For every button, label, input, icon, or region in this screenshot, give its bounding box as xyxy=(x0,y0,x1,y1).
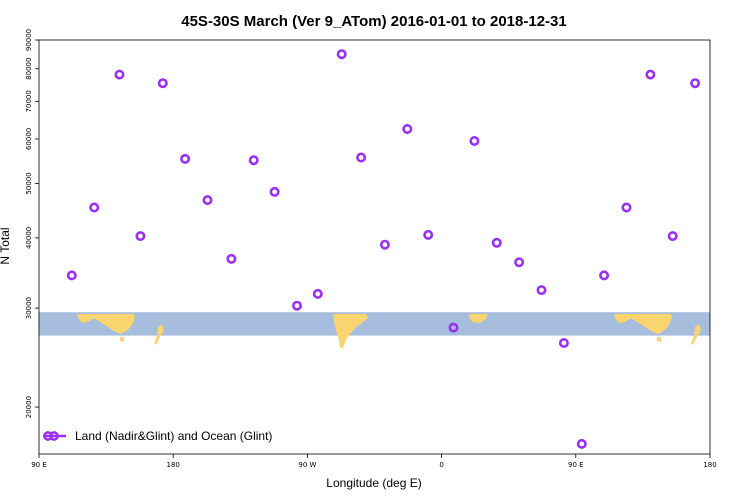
data-point xyxy=(66,270,77,281)
data-point xyxy=(514,257,525,268)
data-point xyxy=(599,270,610,281)
legend-marker-2 xyxy=(49,431,59,441)
x-tick-label: 90 E xyxy=(568,461,584,469)
y-tick-label: 40000 xyxy=(25,227,33,249)
map-land-tasmania-2 xyxy=(657,337,661,342)
y-tick-label: 20000 xyxy=(25,396,33,418)
map-land-africa xyxy=(469,314,488,323)
data-point xyxy=(423,229,434,240)
map-land-australia xyxy=(77,314,135,334)
y-tick-label: 70000 xyxy=(25,90,33,112)
x-tick-label: 180 xyxy=(703,461,716,469)
data-point xyxy=(576,438,587,449)
data-point xyxy=(157,78,168,89)
data-point xyxy=(558,337,569,348)
data-point xyxy=(690,78,701,89)
y-tick-label: 50000 xyxy=(25,172,33,194)
x-tick-label: 0 xyxy=(439,461,443,469)
y-tick-label: 90000 xyxy=(25,29,33,51)
y-tick-label: 60000 xyxy=(25,128,33,150)
data-point xyxy=(180,153,191,164)
data-point xyxy=(379,239,390,250)
data-point xyxy=(135,231,146,242)
x-axis-label: Longitude (deg E) xyxy=(326,476,421,490)
map-band xyxy=(39,312,710,348)
data-point xyxy=(491,237,502,248)
data-point xyxy=(269,186,280,197)
map-land-new-zealand-2 xyxy=(691,324,701,345)
plot-frame xyxy=(38,39,711,455)
data-point xyxy=(114,69,125,80)
y-axis: 20000 30000 40000 50000 60000 70000 80000 90000 xyxy=(25,29,39,418)
data-point xyxy=(202,195,213,206)
map-land-new-zealand xyxy=(154,324,164,345)
legend-label: Land (Nadir&Glint) and Ocean (Glint) xyxy=(75,429,272,443)
data-point xyxy=(621,202,632,213)
data-point xyxy=(89,202,100,213)
data-point xyxy=(312,288,323,299)
y-axis-label: N Total xyxy=(0,227,12,264)
data-point xyxy=(402,124,413,135)
x-tick-label: 90 W xyxy=(298,461,316,469)
data-point xyxy=(667,231,678,242)
x-tick-label: 180 xyxy=(167,461,180,469)
y-tick-label: 30000 xyxy=(25,297,33,319)
data-point xyxy=(226,253,237,264)
data-point xyxy=(469,136,480,147)
map-ocean xyxy=(39,312,710,336)
data-point xyxy=(248,155,259,166)
data-point xyxy=(356,152,367,163)
data-point xyxy=(645,69,656,80)
data-point xyxy=(448,322,459,333)
data-point xyxy=(336,49,347,60)
data-points xyxy=(66,49,701,449)
data-point xyxy=(536,285,547,296)
map-land-australia-2 xyxy=(614,314,672,334)
x-axis: 90 E 180 90 W 0 90 E 180 xyxy=(31,454,717,469)
map-land-south-america xyxy=(333,314,368,348)
data-point xyxy=(291,300,302,311)
chart-title: 45S-30S March (Ver 9_ATom) 2016-01-01 to… xyxy=(181,13,566,30)
legend: Land (Nadir&Glint) and Ocean (Glint) xyxy=(43,429,272,443)
map-land-tasmania xyxy=(120,337,124,342)
x-tick-label: 90 E xyxy=(31,461,47,469)
y-tick-label: 80000 xyxy=(25,58,33,80)
